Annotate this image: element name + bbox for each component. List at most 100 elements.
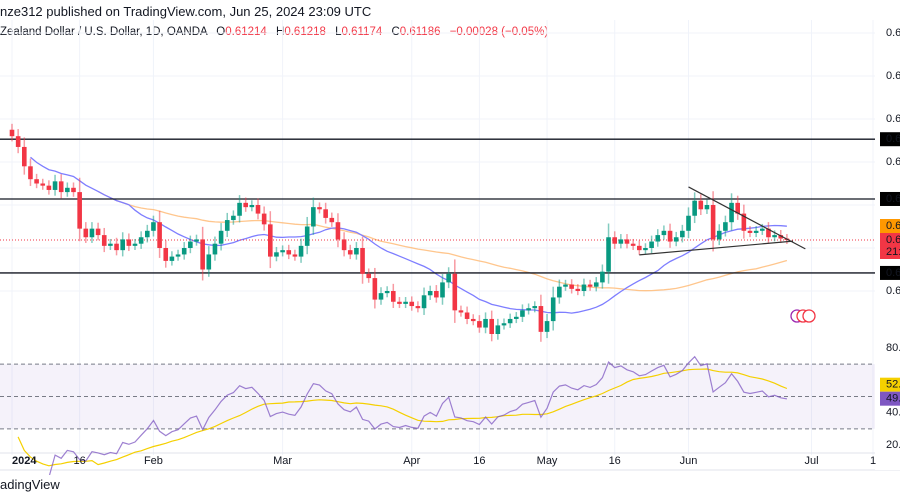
candle-body <box>323 209 328 218</box>
candle-body <box>194 239 199 242</box>
symbol-title[interactable]: Zealand Dollar / U.S. Dollar, 1D, OANDA <box>0 26 208 38</box>
candle-body <box>735 202 740 214</box>
low-label: L <box>335 26 342 38</box>
candle-body <box>753 230 759 233</box>
candle-body <box>698 200 704 210</box>
rsi-ma-tag: 52. <box>886 379 900 391</box>
candle-body <box>65 187 70 193</box>
rsi-tick-label: 80.0 <box>886 342 900 354</box>
candle-body <box>188 241 193 248</box>
time-tick-label: Mar <box>273 455 292 467</box>
price-chart[interactable]: 0.60.60.60.60.60.60.60.60.60.621:80.040.… <box>0 0 900 475</box>
candle-body <box>557 286 562 298</box>
candle-body <box>15 136 21 147</box>
candle-body <box>483 318 488 328</box>
candle-body <box>46 185 52 190</box>
sma-price-tag-bg <box>880 219 900 233</box>
level-price-tag: 0.6 <box>886 193 900 205</box>
candle-body <box>83 228 89 238</box>
time-tick-label: 16 <box>74 455 86 467</box>
candle-body <box>169 256 175 261</box>
candle-body <box>409 301 415 307</box>
candle-body <box>101 235 107 246</box>
candle-body <box>151 222 156 231</box>
trendline <box>639 240 794 256</box>
candle-body <box>458 310 464 313</box>
candle-body <box>360 247 365 274</box>
price-tick-label: 0.6 <box>886 285 900 297</box>
rsi-tick-label: 40.0 <box>886 407 900 419</box>
candle-body <box>397 301 402 304</box>
candle-body <box>391 290 396 302</box>
last-price-tag-bg <box>880 233 900 259</box>
candle-body <box>292 254 298 257</box>
candle-body <box>680 230 685 238</box>
time-tick-label: Feb <box>144 455 163 467</box>
tradingview-brand: adingView <box>0 477 60 492</box>
candle-body <box>575 288 581 291</box>
candle-body <box>366 273 371 279</box>
candle-body <box>532 306 538 309</box>
candle-body <box>243 202 248 208</box>
candle-body <box>224 220 230 231</box>
candle-body <box>704 204 710 210</box>
candle-body <box>772 235 777 238</box>
candle-body <box>434 290 439 298</box>
candle-body <box>40 183 46 186</box>
candle-body <box>231 215 236 221</box>
candle-body <box>22 146 27 167</box>
candle-body <box>354 247 359 255</box>
candle-body <box>477 321 482 328</box>
candle-body <box>415 306 421 309</box>
candle-body <box>9 129 15 137</box>
candle-body <box>587 284 593 287</box>
candle-body <box>34 179 39 184</box>
time-tick-label: Jul <box>804 455 818 467</box>
candle-body <box>593 282 599 287</box>
event-flag-icon <box>802 309 816 323</box>
candle-body <box>212 243 218 255</box>
symbol-legend: Zealand Dollar / U.S. Dollar, 1D, OANDA … <box>0 26 548 38</box>
candle-body <box>304 226 310 246</box>
candle-body <box>157 222 162 248</box>
candle-body <box>249 204 255 208</box>
candle-body <box>440 282 445 298</box>
change-value: −0.00028 (−0.05%) <box>449 26 549 38</box>
candle-body <box>716 230 722 240</box>
rsi-value-tag: 49. <box>886 393 900 405</box>
candle-body <box>612 237 617 244</box>
time-tick-label: Jun <box>680 455 698 467</box>
candle-body <box>95 228 101 236</box>
candle-body <box>544 321 550 332</box>
candle-body <box>643 247 648 251</box>
candle-body <box>58 181 64 193</box>
candle-body <box>778 235 784 239</box>
candle-body <box>132 243 138 246</box>
rsi-tick-label: 20.0 <box>886 439 900 451</box>
candle-body <box>464 312 470 319</box>
price-tick-label: 0.6 <box>886 113 900 125</box>
candle-body <box>538 306 544 332</box>
price-tick-label: 0.6 <box>886 156 900 168</box>
candle-body <box>729 202 734 223</box>
candle-body <box>686 215 691 231</box>
candle-body <box>163 247 169 261</box>
candle-body <box>618 239 624 244</box>
candle-body <box>507 318 513 324</box>
candle-body <box>624 239 630 244</box>
candle-body <box>600 271 605 283</box>
high-label: H <box>276 26 285 38</box>
high-value: 0.61218 <box>284 26 326 38</box>
candle-body <box>28 166 33 180</box>
candle-body <box>138 237 144 244</box>
bar-countdown: 21: <box>886 246 900 258</box>
candle-body <box>347 250 353 255</box>
candle-body <box>181 247 187 255</box>
candle-body <box>569 284 574 289</box>
candle-body <box>470 318 476 322</box>
time-tick-label: 1 <box>870 455 876 467</box>
candle-body <box>77 192 82 229</box>
rsi-value-tag-bg <box>880 391 900 406</box>
time-tick-label: 2024 <box>12 455 37 467</box>
candle-body <box>126 239 132 246</box>
